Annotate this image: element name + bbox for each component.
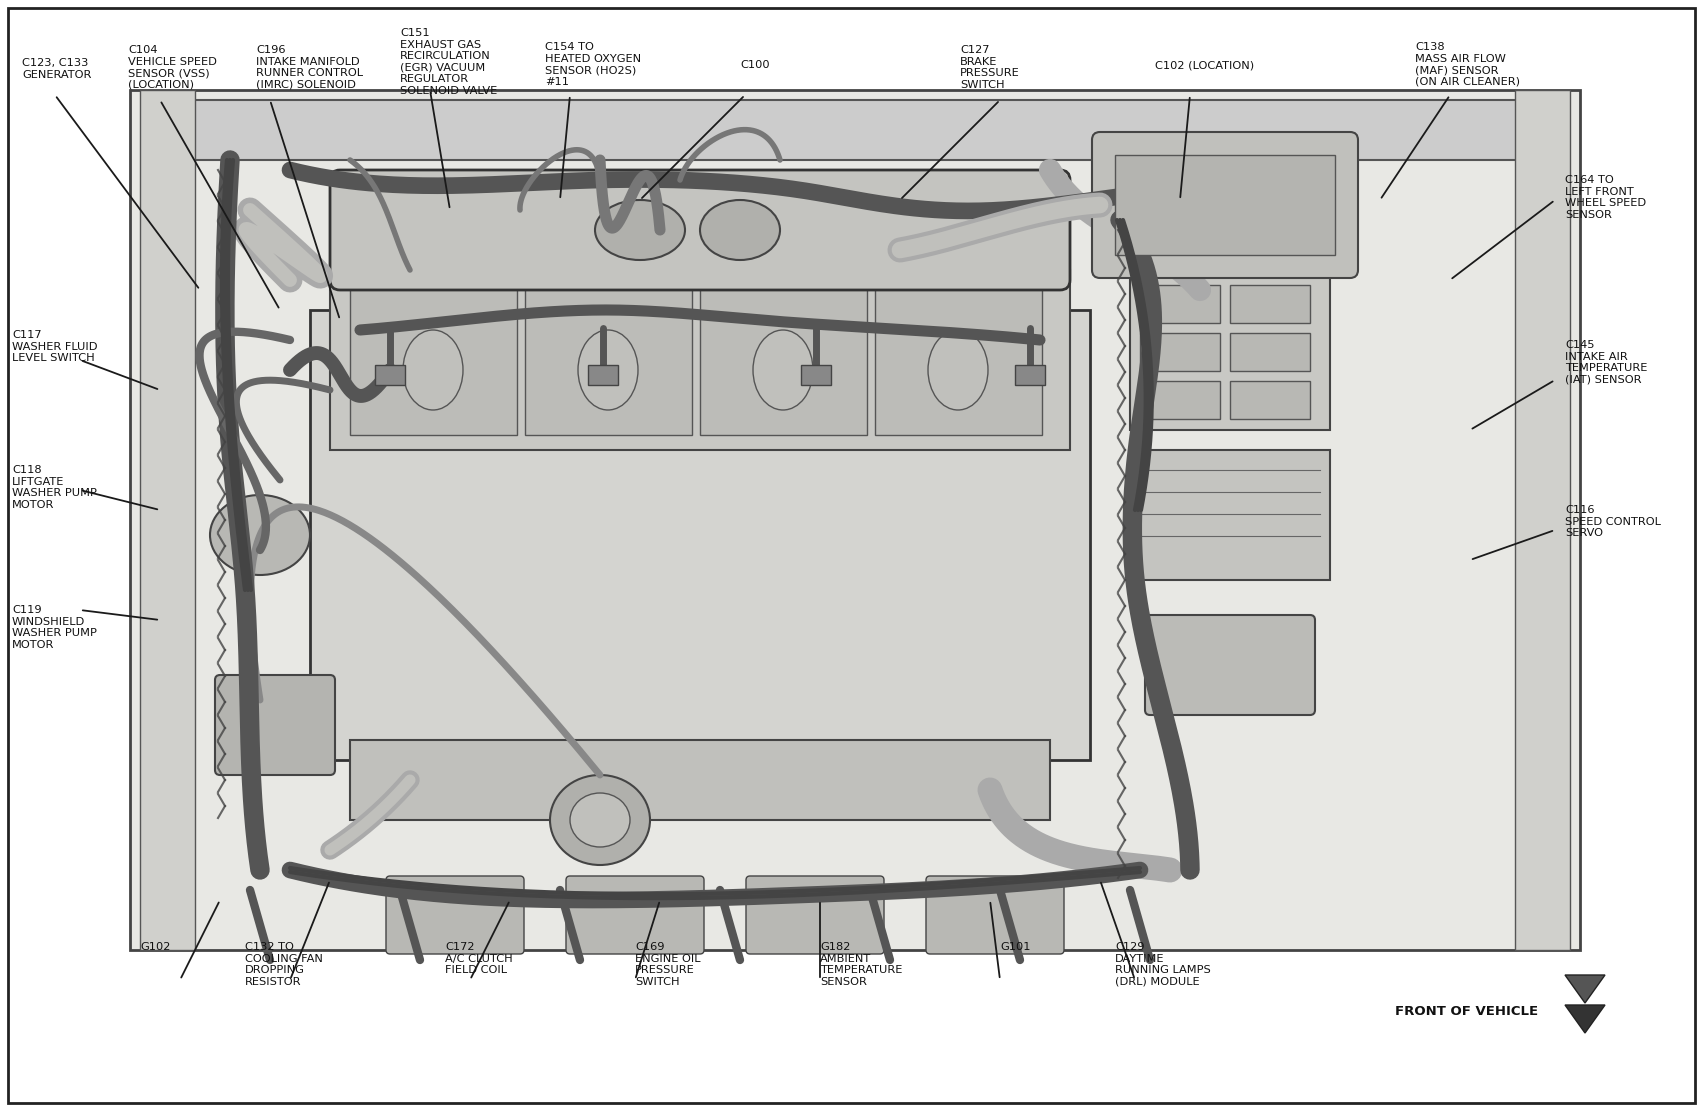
Polygon shape	[1565, 975, 1604, 1003]
Text: C172
A/C CLUTCH
FIELD COIL: C172 A/C CLUTCH FIELD COIL	[444, 942, 513, 975]
Text: C118
LIFTGATE
WASHER PUMP
MOTOR: C118 LIFTGATE WASHER PUMP MOTOR	[12, 466, 97, 510]
Text: C127
BRAKE
PRESSURE
SWITCH: C127 BRAKE PRESSURE SWITCH	[960, 46, 1020, 90]
Ellipse shape	[404, 330, 463, 410]
FancyBboxPatch shape	[330, 170, 1069, 290]
Polygon shape	[1565, 1005, 1604, 1033]
Ellipse shape	[928, 330, 988, 410]
Text: C104
VEHICLE SPEED
SENSOR (VSS)
(LOCATION): C104 VEHICLE SPEED SENSOR (VSS) (LOCATIO…	[128, 46, 216, 90]
FancyBboxPatch shape	[215, 675, 335, 775]
Bar	[150, 100, 1560, 160]
Text: C117
WASHER FLUID
LEVEL SWITCH: C117 WASHER FLUID LEVEL SWITCH	[12, 330, 97, 363]
Text: C123, C133
GENERATOR: C123, C133 GENERATOR	[22, 58, 92, 80]
Bar	[875, 280, 1042, 436]
Ellipse shape	[577, 330, 639, 410]
Bar	[700, 280, 867, 436]
Text: C116
SPEED CONTROL
SERVO: C116 SPEED CONTROL SERVO	[1565, 506, 1660, 538]
Text: G182
AMBIENT
TEMPERATURE
SENSOR: G182 AMBIENT TEMPERATURE SENSOR	[821, 942, 903, 987]
FancyBboxPatch shape	[926, 875, 1064, 954]
Text: C100: C100	[741, 60, 770, 70]
Text: FRONT OF VEHICLE: FRONT OF VEHICLE	[1395, 1005, 1538, 1018]
Text: G101: G101	[1000, 942, 1030, 952]
FancyBboxPatch shape	[565, 875, 703, 954]
FancyBboxPatch shape	[1144, 615, 1315, 715]
Text: C164 TO
LEFT FRONT
WHEEL SPEED
SENSOR: C164 TO LEFT FRONT WHEEL SPEED SENSOR	[1565, 176, 1647, 220]
Ellipse shape	[571, 793, 630, 847]
Bar	[800, 366, 831, 386]
Text: C102 (LOCATION): C102 (LOCATION)	[1155, 60, 1253, 70]
Bar	[1516, 90, 1570, 950]
Text: C196
INTAKE MANIFOLD
RUNNER CONTROL
(IMRC) SOLENOID: C196 INTAKE MANIFOLD RUNNER CONTROL (IMR…	[255, 46, 363, 90]
Bar	[129, 90, 1580, 950]
Bar	[525, 280, 691, 436]
Bar	[1139, 333, 1219, 371]
Bar	[310, 310, 1090, 760]
Bar	[1131, 270, 1330, 430]
Text: C145
INTAKE AIR
TEMPERATURE
(IAT) SENSOR: C145 INTAKE AIR TEMPERATURE (IAT) SENSOR	[1565, 340, 1647, 384]
Text: G102: G102	[140, 942, 170, 952]
Text: C138
MASS AIR FLOW
(MAF) SENSOR
(ON AIR CLEANER): C138 MASS AIR FLOW (MAF) SENSOR (ON AIR …	[1415, 42, 1521, 87]
Bar	[351, 740, 1051, 820]
Text: C169
ENGINE OIL
PRESSURE
SWITCH: C169 ENGINE OIL PRESSURE SWITCH	[635, 942, 700, 987]
Ellipse shape	[209, 496, 310, 575]
Text: C132 TO
COOLING FAN
DROPPING
RESISTOR: C132 TO COOLING FAN DROPPING RESISTOR	[245, 942, 324, 987]
Bar	[1230, 286, 1310, 323]
Bar	[1230, 381, 1310, 419]
Text: C129
DAYTIME
RUNNING LAMPS
(DRL) MODULE: C129 DAYTIME RUNNING LAMPS (DRL) MODULE	[1115, 942, 1211, 987]
Ellipse shape	[550, 775, 651, 865]
Bar	[140, 90, 196, 950]
Bar	[375, 366, 405, 386]
Bar	[588, 366, 618, 386]
Ellipse shape	[594, 200, 685, 260]
Bar	[1015, 366, 1046, 386]
Bar	[351, 280, 518, 436]
FancyBboxPatch shape	[1092, 132, 1357, 278]
Bar	[1139, 381, 1219, 419]
Bar	[1230, 333, 1310, 371]
FancyBboxPatch shape	[746, 875, 884, 954]
Bar	[1115, 156, 1335, 256]
Bar	[330, 270, 1069, 450]
Text: C154 TO
HEATED OXYGEN
SENSOR (HO2S)
#11: C154 TO HEATED OXYGEN SENSOR (HO2S) #11	[545, 42, 640, 87]
Bar	[1139, 286, 1219, 323]
Text: C119
WINDSHIELD
WASHER PUMP
MOTOR: C119 WINDSHIELD WASHER PUMP MOTOR	[12, 605, 97, 650]
Ellipse shape	[700, 200, 780, 260]
Bar	[1131, 450, 1330, 580]
Text: C151
EXHAUST GAS
RECIRCULATION
(EGR) VACUUM
REGULATOR
SOLENOID VALVE: C151 EXHAUST GAS RECIRCULATION (EGR) VAC…	[400, 28, 497, 96]
Ellipse shape	[753, 330, 812, 410]
FancyBboxPatch shape	[387, 875, 525, 954]
